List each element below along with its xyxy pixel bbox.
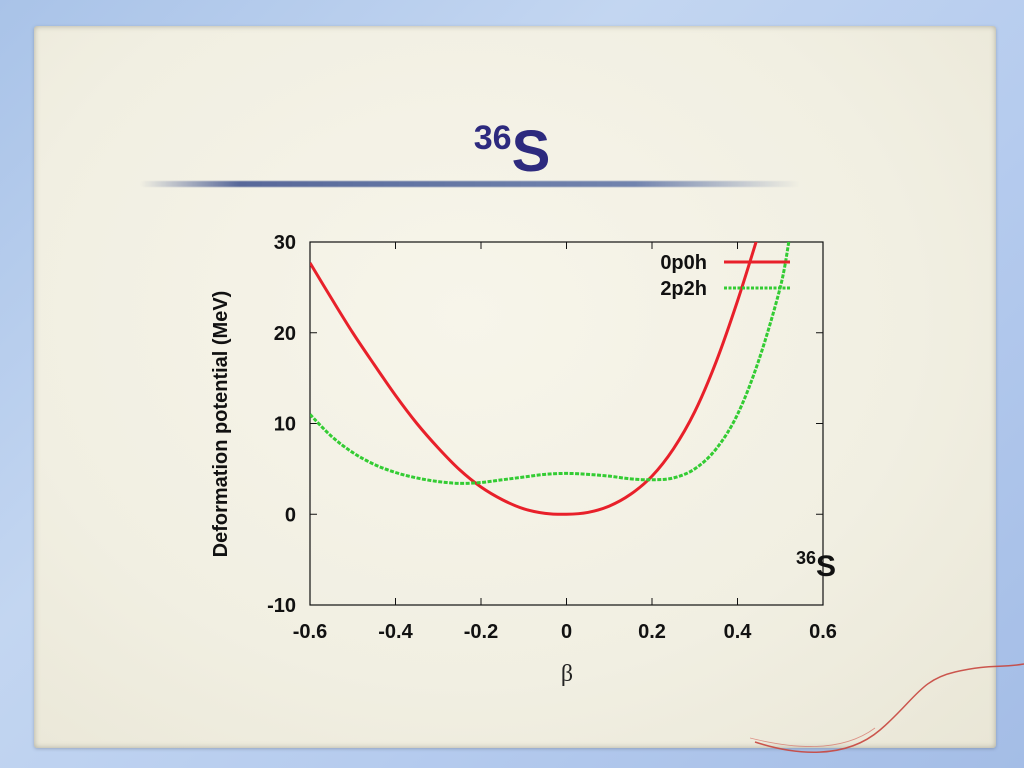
annotation-element: S	[816, 550, 836, 583]
title-underline	[140, 181, 800, 187]
slide-title: 36S	[0, 118, 1024, 185]
x-tick-label: -0.4	[378, 621, 413, 643]
x-tick-label: -0.2	[464, 621, 498, 643]
y-tick-label: 30	[274, 232, 296, 254]
svg-text:36S: 36S	[796, 548, 836, 583]
x-tick-label: 0.6	[809, 621, 837, 643]
series-line-0p0h	[310, 242, 758, 516]
legend-label-0p0h: 0p0h	[660, 252, 707, 274]
x-tick-label: -0.6	[293, 621, 327, 643]
paper-background	[34, 26, 996, 748]
legend: 0p0h 2p2h	[660, 252, 790, 300]
x-axis-label: β	[561, 661, 573, 687]
y-tick-label: 0	[285, 504, 296, 526]
x-tick-label: 0.4	[724, 621, 753, 643]
y-tick-label: 10	[274, 414, 296, 436]
nucleus-annotation: 36S	[796, 548, 836, 583]
y-tick-label: -10	[267, 595, 296, 617]
slide-title-element: S	[511, 119, 551, 184]
y-axis-label: Deformation potential (MeV)	[210, 291, 232, 558]
x-tick-label: 0.2	[638, 621, 666, 643]
plot-frame	[309, 241, 824, 606]
legend-label-2p2h: 2p2h	[660, 278, 707, 300]
slide-title-mass-number: 36	[473, 119, 512, 157]
y-tick-label: 20	[274, 323, 296, 345]
annotation-mass-number: 36	[796, 548, 816, 568]
decorative-red-thread	[750, 663, 1024, 753]
x-tick-label: 0	[561, 621, 572, 643]
